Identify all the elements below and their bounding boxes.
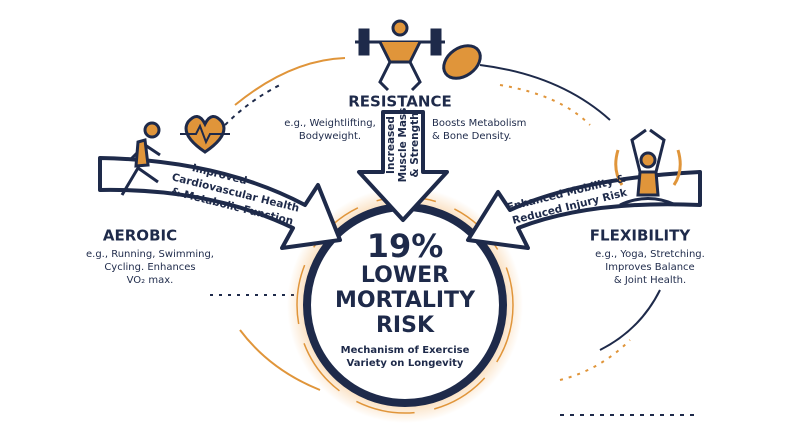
center-line: LOWER xyxy=(361,263,449,288)
resistance-examples: Bodyweight. xyxy=(299,131,361,142)
icon-yoga xyxy=(614,128,682,207)
center-line: MORTALITY xyxy=(335,288,476,313)
aerobic-title: AEROBIC xyxy=(103,227,177,245)
resistance-title: RESISTANCE xyxy=(348,93,451,111)
icon-heart xyxy=(180,115,230,154)
icon-runner xyxy=(120,121,161,196)
flexibility-examples: & Joint Health. xyxy=(614,275,686,286)
aerobic-examples: e.g., Running, Swimming, xyxy=(86,249,214,260)
icon-weightlifter xyxy=(355,19,445,92)
flexibility-examples: e.g., Yoga, Stretching. xyxy=(595,249,705,260)
aerobic-examples: Cycling. Enhances xyxy=(104,262,195,273)
headline: 19% xyxy=(367,227,444,265)
caption: Mechanism of Exercise xyxy=(341,345,470,356)
icon-muscle xyxy=(442,44,482,80)
decor-arcs xyxy=(210,57,700,416)
arrow-resistance xyxy=(357,110,449,222)
aerobic-examples: VO₂ max. xyxy=(127,275,174,286)
resistance-effect: & Strength xyxy=(409,112,421,177)
resistance-effect: Increased xyxy=(385,116,397,174)
resistance-benefit: & Bone Density. xyxy=(432,131,511,142)
flexibility-title: FLEXIBILITY xyxy=(590,227,692,245)
resistance-effect: Muscle Mass xyxy=(397,108,409,183)
resistance-benefit: Boosts Metabolism xyxy=(432,118,526,129)
caption: Variety on Longevity xyxy=(347,358,464,369)
center-line: RISK xyxy=(376,313,435,338)
arrow-aerobic xyxy=(98,156,342,250)
resistance-examples: e.g., Weightlifting, xyxy=(284,118,376,129)
flexibility-examples: Improves Balance xyxy=(605,262,694,273)
